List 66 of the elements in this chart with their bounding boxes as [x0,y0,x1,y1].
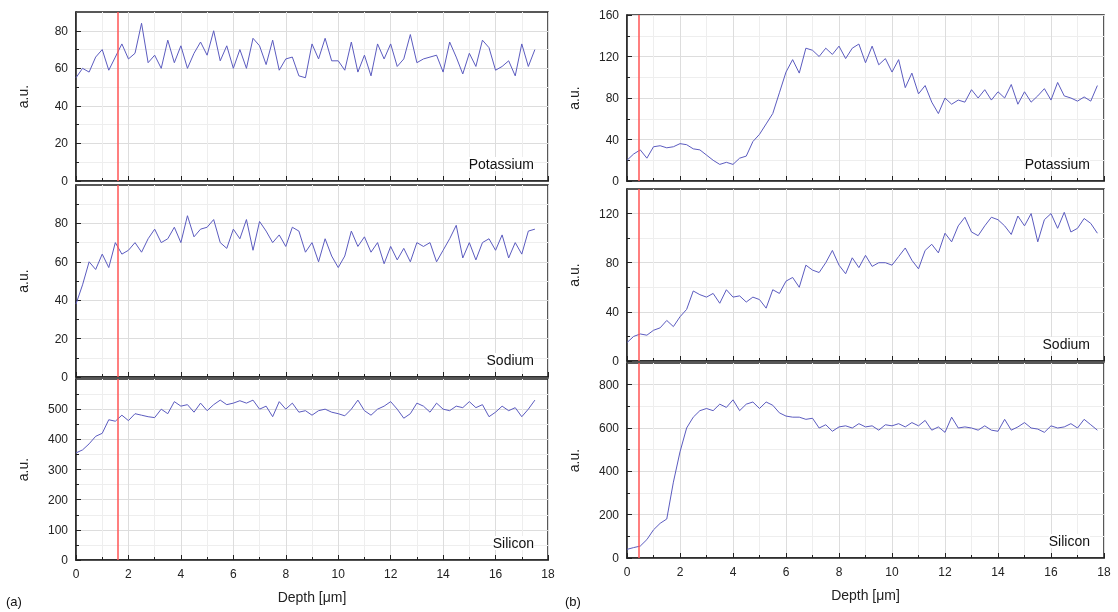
y-tick-label: 0 [612,551,620,565]
annotation: Sodium [486,352,534,368]
x-tick-label: 4 [729,565,737,579]
annotation: Silicon [1048,533,1091,549]
y-tick-label: 200 [598,507,620,522]
y-tick-label: 160 [598,8,620,22]
x-tick-label: 8 [282,567,290,581]
x-tick-label: 18 [541,567,555,581]
y-axis-title: a.u. [15,269,31,293]
y-tick-label: 120 [598,49,620,64]
y-axis-title: a.u. [15,84,31,109]
y-tick-label: 40 [54,293,69,308]
x-tick-label: 18 [1097,565,1111,579]
x-tick-label: 10 [885,565,899,579]
y-tick-label: 60 [54,61,69,76]
x-tick-label: 12 [938,565,952,579]
y-axis-title: a.u. [15,457,31,482]
y-axis-title: a.u. [566,86,582,110]
x-tick-label: 10 [331,567,346,581]
x-tick-label: 8 [835,565,843,579]
y-tick-label: 0 [61,370,69,384]
y-tick-label: 80 [54,216,69,231]
annotation: Silicon [492,535,535,551]
x-tick-label: 2 [125,567,133,581]
y-axis-title: a.u. [566,263,582,287]
annotation: Sodium [1042,336,1090,352]
x-tick-label: 14 [991,565,1005,579]
y-tick-label: 80 [54,23,69,38]
y-tick-label: 20 [54,331,69,346]
y-tick-label: 800 [598,377,620,392]
x-tick-label: 2 [676,565,684,579]
y-tick-label: 40 [54,98,69,113]
y-tick-label: 200 [47,492,69,507]
y-tick-label: 600 [598,421,620,435]
y-tick-label: 80 [605,91,620,105]
y-tick-label: 500 [47,402,69,417]
y-tick-label: 80 [605,255,620,270]
y-tick-label: 100 [47,522,69,537]
text: (a) [6,594,22,609]
y-tick-label: 0 [612,354,620,368]
x-tick-label: 4 [177,567,185,581]
y-tick-label: 0 [612,174,620,188]
y-axis-title: a.u. [566,448,582,473]
y-tick-label: 60 [54,254,69,269]
text: (b) [565,594,581,609]
x-tick-label: 6 [229,567,237,581]
y-tick-label: 20 [54,136,69,151]
x-axis-title: Depth [μm] [831,587,900,603]
x-tick-label: 0 [72,567,80,581]
y-tick-label: 0 [61,174,69,188]
x-axis-title: Depth [μm] [277,589,347,605]
x-tick-label: 0 [623,565,631,579]
x-tick-label: 16 [488,567,503,581]
x-tick-label: 16 [1044,565,1058,579]
y-tick-label: 400 [598,464,620,479]
y-tick-label: 120 [598,206,620,221]
x-tick-label: 12 [383,567,398,581]
annotation: Potassium [468,156,534,172]
y-tick-label: 400 [47,432,69,447]
y-tick-label: 40 [605,304,620,319]
y-tick-label: 0 [61,553,69,567]
y-tick-label: 300 [47,462,69,477]
y-tick-label: 40 [605,132,620,147]
annotation: Potassium [1024,156,1090,172]
x-tick-label: 6 [782,565,790,579]
x-tick-label: 14 [436,567,451,581]
